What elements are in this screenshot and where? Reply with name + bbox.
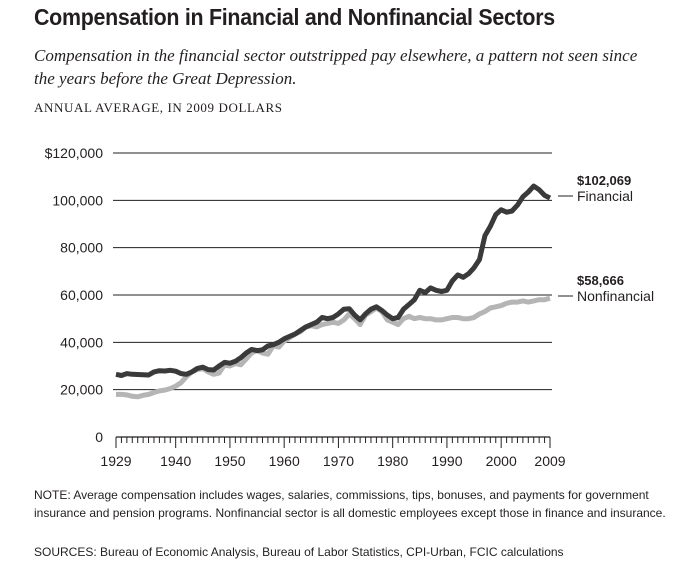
end-value-label: $58,666 <box>577 273 624 288</box>
series-name-label: Financial <box>577 188 633 204</box>
y-tick-label: 60,000 <box>60 287 103 303</box>
series-line-financial <box>115 183 552 378</box>
x-tick-label: 1970 <box>323 453 354 469</box>
y-tick-label: 40,000 <box>60 334 103 350</box>
chart-title: Compensation in Financial and Nonfinanci… <box>34 4 555 30</box>
y-tick-label: $120,000 <box>45 145 104 161</box>
x-tick-label: 1980 <box>377 453 408 469</box>
series-line-nonfinancial <box>116 295 551 400</box>
y-tick-label: 100,000 <box>52 192 103 208</box>
line-chart: 0 20,000 40,000 60,000 80,000 100,000 $120,000… <box>45 145 654 469</box>
chart-sources: SOURCES: Bureau of Economic Analysis, Bu… <box>34 545 564 559</box>
units-label: ANNUAL AVERAGE, IN 2009 DOLLARS <box>34 100 283 115</box>
x-tick-label: 1950 <box>214 453 245 469</box>
x-tick-label: 2000 <box>486 453 517 469</box>
y-tick-label: 80,000 <box>60 240 103 256</box>
y-axis-labels: 0 20,000 40,000 60,000 80,000 100,000 $120,000 <box>45 145 104 445</box>
x-tick-label: 2009 <box>534 453 565 469</box>
x-tick-label: 1940 <box>160 453 191 469</box>
chart-subtitle: Compensation in the financial sector out… <box>34 46 638 88</box>
gridlines <box>113 152 552 391</box>
series-name-label: Nonfinancial <box>577 288 654 304</box>
x-tick-label: 1929 <box>100 453 131 469</box>
end-value-label: $102,069 <box>577 173 631 188</box>
x-tick-label: 1990 <box>431 453 462 469</box>
series-lines <box>115 183 552 400</box>
chart-note: NOTE: Average compensation includes wage… <box>34 488 666 520</box>
y-tick-label: 0 <box>95 429 103 445</box>
x-axis: 1929 1940 1950 1960 1970 1980 1990 2000 2009 <box>100 436 566 469</box>
x-tick-label: 1960 <box>269 453 300 469</box>
y-tick-label: 20,000 <box>60 382 103 398</box>
